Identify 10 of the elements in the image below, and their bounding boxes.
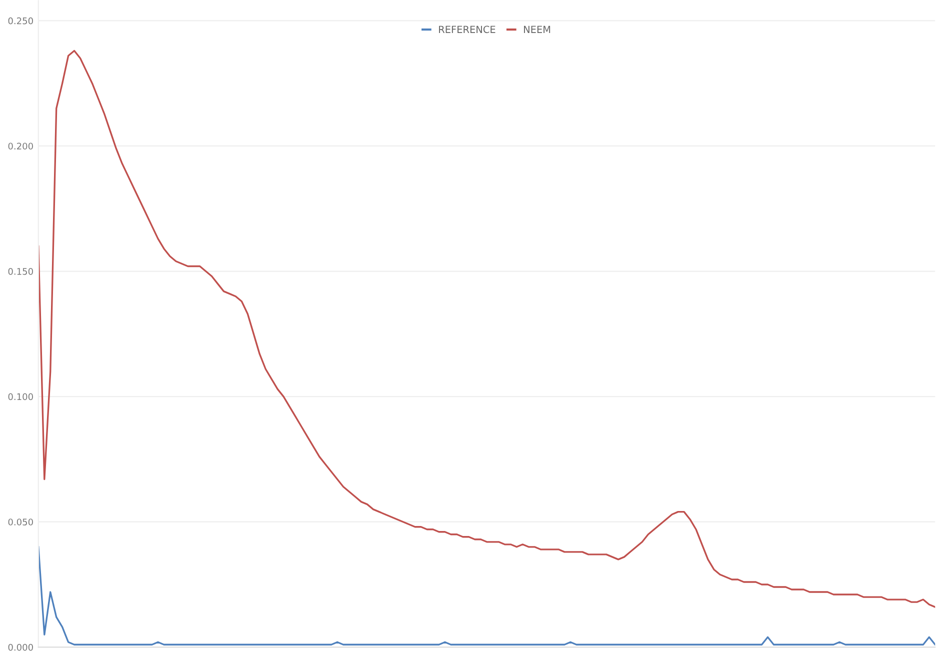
y-tick-label: 0.150 bbox=[8, 268, 33, 275]
legend-label: REFERENCE bbox=[439, 26, 496, 34]
y-tick-label: 0.250 bbox=[8, 17, 33, 24]
y-tick-label: 0.050 bbox=[8, 518, 33, 526]
y-tick-label: 0.000 bbox=[8, 644, 33, 651]
line-series bbox=[38, 50, 936, 608]
y-tick-label: 0.100 bbox=[8, 393, 33, 400]
line-series bbox=[38, 546, 936, 646]
legend-label: NEEM bbox=[524, 26, 550, 33]
y-tick-label: 0.200 bbox=[8, 142, 33, 150]
